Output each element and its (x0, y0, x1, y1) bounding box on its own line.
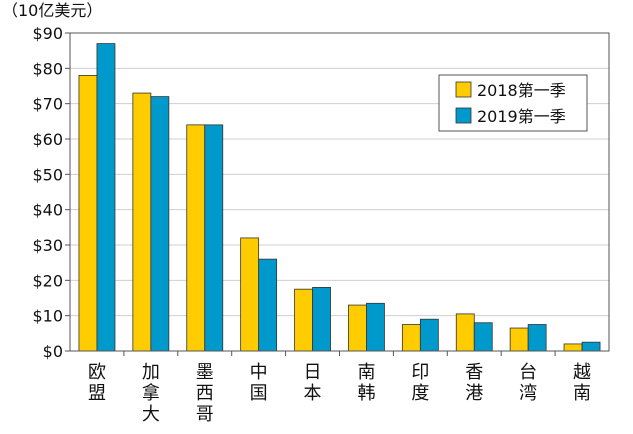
plot-frame (69, 32, 610, 352)
x-tick-label: 南韩 (357, 362, 375, 404)
x-tick-label: 台湾 (519, 362, 537, 404)
bar-2018 (401, 324, 421, 352)
legend-swatch-2019 (455, 107, 472, 124)
y-tick-label: $90 (32, 24, 63, 43)
bar-2019 (258, 258, 278, 352)
bar-2018 (78, 75, 98, 352)
bar-2018 (240, 237, 260, 352)
bar-2019 (366, 302, 385, 352)
bar-2018 (348, 304, 367, 352)
bar-2019 (150, 96, 170, 352)
bar-2019 (527, 324, 547, 352)
bar-2019 (204, 124, 224, 352)
unit-label: （10亿美元） (2, 1, 102, 20)
bar-2018 (563, 343, 583, 352)
legend-label-2019: 2019第一季 (477, 107, 566, 126)
x-tick-label: 日本 (304, 362, 322, 404)
y-tick-label: $0 (43, 342, 63, 361)
bar-2018 (294, 288, 313, 352)
bar-2018 (455, 313, 475, 352)
y-tick-label: $10 (32, 307, 63, 326)
bar-2018 (186, 124, 206, 352)
y-axis-ticks: $0 $10 $20 $30 $40 $50 $60 $70 $80 $90 (32, 24, 70, 361)
x-tick-label: 越南 (573, 362, 591, 404)
bar-2018 (132, 92, 152, 352)
y-tick-label: $20 (32, 271, 63, 290)
legend-label-2018: 2018第一季 (477, 81, 566, 100)
x-tick-label: 中国 (250, 362, 268, 404)
bar-2019 (312, 286, 331, 352)
bar-2019 (473, 322, 493, 352)
x-tick-label: 印度 (411, 362, 429, 404)
legend: 2018第一季 2019第一季 (438, 74, 588, 132)
y-tick-label: $40 (32, 201, 63, 220)
y-tick-label: $80 (32, 59, 63, 78)
y-tick-label: $60 (32, 130, 63, 149)
bar-2018 (509, 327, 529, 352)
x-tick-label: 墨西哥 (196, 362, 214, 425)
bar-2019 (96, 43, 116, 352)
bar-2019 (581, 341, 601, 352)
bar-2019 (419, 318, 439, 352)
y-tick-label: $70 (32, 95, 63, 114)
x-tick-label: 欧盟 (88, 362, 106, 404)
y-tick-label: $50 (32, 165, 63, 184)
x-tick-label: 香港 (465, 362, 483, 404)
legend-swatch-2018 (455, 81, 472, 98)
y-tick-label: $30 (32, 236, 63, 255)
x-tick-label: 加拿大 (142, 362, 160, 425)
